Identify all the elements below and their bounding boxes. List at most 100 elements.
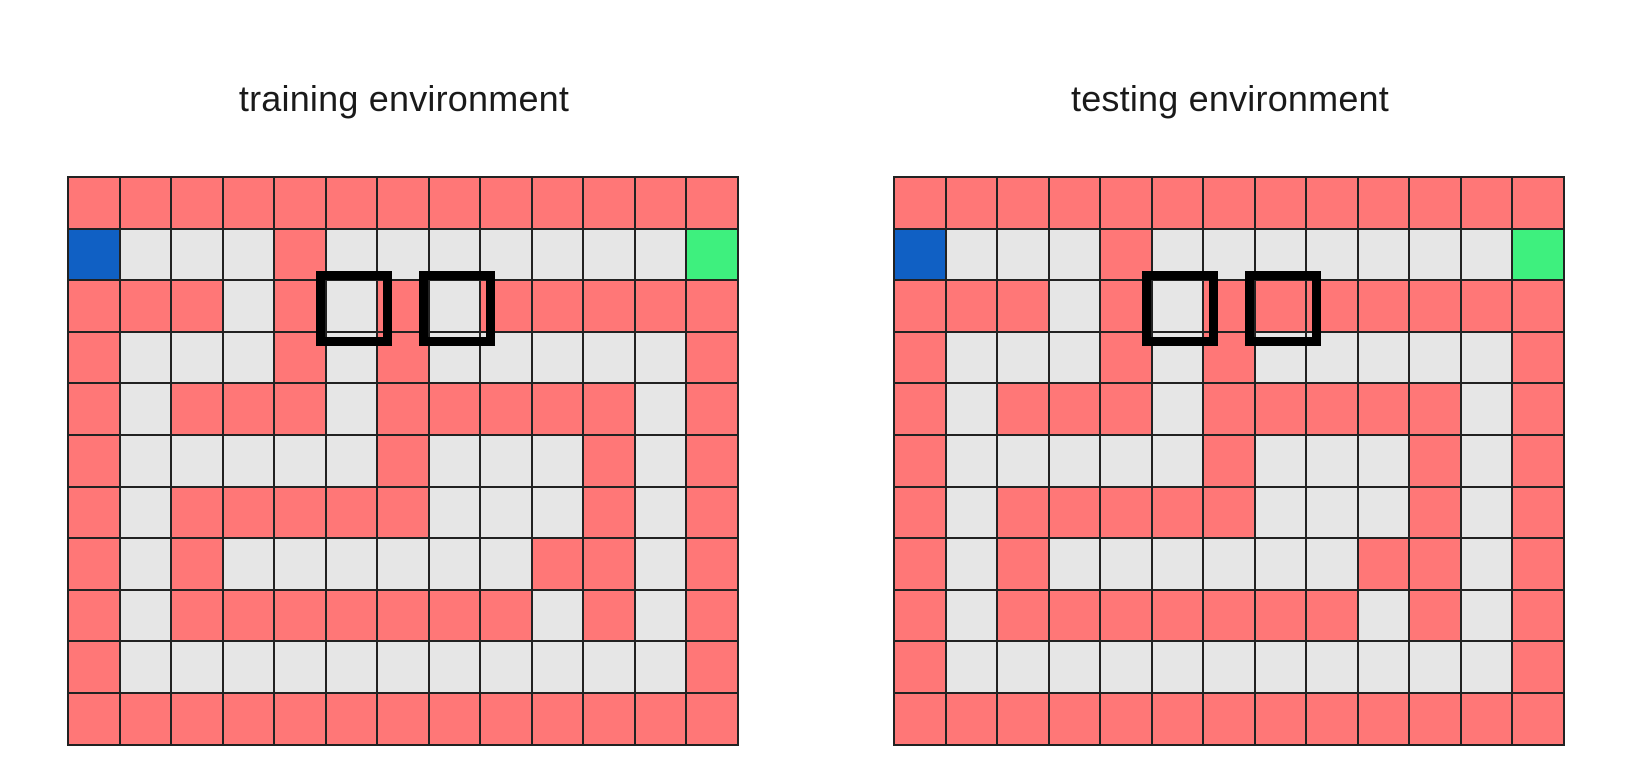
wall-cell bbox=[377, 177, 429, 229]
free-cell bbox=[1254, 486, 1306, 539]
wall-cell bbox=[1306, 383, 1358, 435]
wall-cell bbox=[428, 383, 480, 435]
wall-cell bbox=[1048, 383, 1100, 435]
free-cell bbox=[1357, 434, 1409, 487]
wall-cell bbox=[894, 486, 946, 539]
free-cell bbox=[1357, 331, 1409, 384]
wall-cell bbox=[1512, 641, 1564, 693]
wall-cell bbox=[583, 280, 635, 332]
free-cell bbox=[1306, 228, 1358, 281]
wall-cell bbox=[583, 177, 635, 229]
free-cell bbox=[1409, 228, 1461, 281]
free-cell bbox=[945, 434, 997, 487]
wall-cell bbox=[1048, 177, 1100, 229]
free-cell bbox=[428, 641, 480, 693]
wall-cell bbox=[171, 692, 223, 745]
free-cell bbox=[119, 434, 171, 487]
wall-cell bbox=[531, 280, 583, 332]
free-cell bbox=[945, 486, 997, 539]
free-cell bbox=[1151, 280, 1203, 332]
wall-cell bbox=[1306, 280, 1358, 332]
free-cell bbox=[325, 383, 377, 435]
free-cell bbox=[1048, 641, 1100, 693]
wall-cell bbox=[68, 434, 120, 487]
wall-cell bbox=[583, 589, 635, 642]
free-cell bbox=[428, 280, 480, 332]
wall-cell bbox=[1254, 177, 1306, 229]
free-cell bbox=[1460, 383, 1512, 435]
wall-cell bbox=[1203, 486, 1255, 539]
free-cell bbox=[634, 228, 686, 281]
wall-cell bbox=[171, 538, 223, 590]
free-cell bbox=[325, 641, 377, 693]
free-cell bbox=[171, 228, 223, 281]
free-cell bbox=[480, 486, 532, 539]
wall-cell bbox=[1203, 434, 1255, 487]
wall-cell bbox=[945, 177, 997, 229]
wall-cell bbox=[171, 486, 223, 539]
wall-cell bbox=[222, 589, 274, 642]
wall-cell bbox=[1357, 692, 1409, 745]
free-cell bbox=[480, 434, 532, 487]
free-cell bbox=[274, 538, 326, 590]
goal-cell bbox=[1512, 228, 1564, 281]
wall-cell bbox=[119, 692, 171, 745]
free-cell bbox=[1306, 641, 1358, 693]
free-cell bbox=[634, 641, 686, 693]
free-cell bbox=[1306, 331, 1358, 384]
panel-title: training environment bbox=[238, 78, 570, 119]
wall-cell bbox=[894, 641, 946, 693]
wall-cell bbox=[222, 383, 274, 435]
wall-cell bbox=[1203, 280, 1255, 332]
wall-cell bbox=[1409, 280, 1461, 332]
free-cell bbox=[1151, 538, 1203, 590]
wall-cell bbox=[686, 692, 738, 745]
wall-cell bbox=[1512, 331, 1564, 384]
wall-cell bbox=[1100, 331, 1152, 384]
free-cell bbox=[222, 641, 274, 693]
wall-cell bbox=[480, 280, 532, 332]
wall-cell bbox=[1151, 486, 1203, 539]
free-cell bbox=[428, 538, 480, 590]
wall-cell bbox=[428, 692, 480, 745]
wall-cell bbox=[325, 589, 377, 642]
free-cell bbox=[997, 434, 1049, 487]
free-cell bbox=[428, 486, 480, 539]
wall-cell bbox=[1409, 383, 1461, 435]
free-cell bbox=[1306, 486, 1358, 539]
maze-grid bbox=[67, 176, 739, 746]
free-cell bbox=[119, 538, 171, 590]
free-cell bbox=[634, 486, 686, 539]
wall-cell bbox=[1409, 434, 1461, 487]
free-cell bbox=[1151, 331, 1203, 384]
free-cell bbox=[480, 538, 532, 590]
wall-cell bbox=[686, 486, 738, 539]
free-cell bbox=[1357, 641, 1409, 693]
wall-cell bbox=[997, 486, 1049, 539]
free-cell bbox=[1306, 434, 1358, 487]
free-cell bbox=[945, 641, 997, 693]
free-cell bbox=[1254, 641, 1306, 693]
free-cell bbox=[1151, 228, 1203, 281]
wall-cell bbox=[428, 589, 480, 642]
wall-cell bbox=[531, 692, 583, 745]
free-cell bbox=[945, 383, 997, 435]
free-cell bbox=[222, 434, 274, 487]
free-cell bbox=[1306, 538, 1358, 590]
free-cell bbox=[1460, 228, 1512, 281]
free-cell bbox=[480, 641, 532, 693]
wall-cell bbox=[634, 692, 686, 745]
wall-cell bbox=[377, 383, 429, 435]
wall-cell bbox=[68, 331, 120, 384]
free-cell bbox=[531, 589, 583, 642]
wall-cell bbox=[997, 177, 1049, 229]
free-cell bbox=[377, 228, 429, 281]
wall-cell bbox=[480, 692, 532, 745]
free-cell bbox=[1048, 434, 1100, 487]
wall-cell bbox=[894, 692, 946, 745]
free-cell bbox=[480, 228, 532, 281]
wall-cell bbox=[583, 538, 635, 590]
free-cell bbox=[1203, 228, 1255, 281]
panel-title: testing environment bbox=[1071, 78, 1389, 119]
free-cell bbox=[583, 228, 635, 281]
